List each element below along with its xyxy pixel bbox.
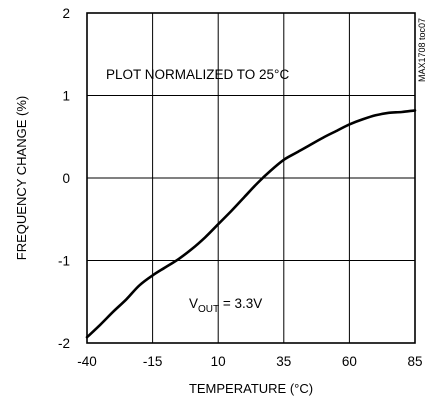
- y-tick-label: -1: [58, 254, 70, 269]
- y-tick-label: 0: [62, 171, 70, 186]
- x-tick-label: 35: [276, 354, 291, 369]
- x-tick-label: 10: [211, 354, 226, 369]
- y-tick-label: -2: [58, 336, 70, 351]
- x-tick-labels: -40 -15 10 35 60 85: [77, 354, 422, 369]
- frequency-change-line: [85, 109, 417, 339]
- y-tick-label: 1: [62, 89, 70, 104]
- x-tick-label: -15: [143, 354, 163, 369]
- x-tick-label: -40: [77, 354, 97, 369]
- x-axis-label: TEMPERATURE (°C): [189, 381, 313, 396]
- grid-lines: [87, 13, 415, 343]
- vout-annotation: VOUT = 3.3V: [189, 296, 262, 315]
- normalized-annotation: PLOT NORMALIZED TO 25°C: [106, 67, 289, 82]
- x-tick-label: 60: [342, 354, 357, 369]
- y-tick-labels: 2 1 0 -1 -2: [58, 6, 70, 351]
- x-tick-label: 85: [407, 354, 422, 369]
- y-tick-label: 2: [62, 6, 70, 21]
- figure-id: MAX1708 toc07: [417, 18, 427, 82]
- y-axis-label: FREQUENCY CHANGE (%): [14, 96, 29, 260]
- plot-frame: [86, 12, 416, 344]
